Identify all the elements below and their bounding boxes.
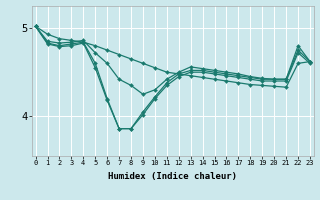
X-axis label: Humidex (Indice chaleur): Humidex (Indice chaleur)	[108, 172, 237, 181]
